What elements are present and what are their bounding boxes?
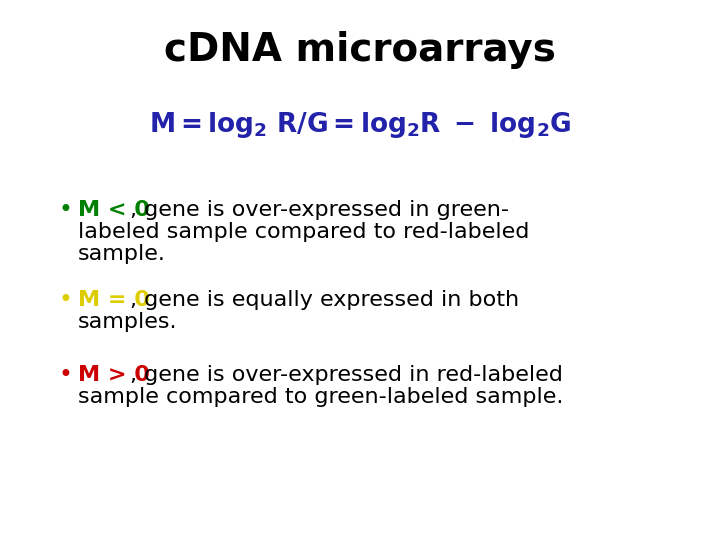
Text: , gene is over-expressed in green-: , gene is over-expressed in green-	[130, 200, 509, 220]
Text: M < 0: M < 0	[78, 200, 150, 220]
Text: samples.: samples.	[78, 312, 178, 332]
Text: •: •	[58, 288, 72, 312]
Text: sample compared to green-labeled sample.: sample compared to green-labeled sample.	[78, 387, 563, 407]
Text: •: •	[58, 363, 72, 387]
Text: $\bf{M = log_2\ R/G = log_2 R\ -\ log_2 G}$: $\bf{M = log_2\ R/G = log_2 R\ -\ log_2 …	[149, 110, 571, 140]
Text: labeled sample compared to red-labeled: labeled sample compared to red-labeled	[78, 222, 529, 242]
Text: M = 0: M = 0	[78, 290, 150, 310]
Text: , gene is over-expressed in red-labeled: , gene is over-expressed in red-labeled	[130, 365, 563, 385]
Text: M > 0: M > 0	[78, 365, 150, 385]
Text: •: •	[58, 198, 72, 222]
Text: , gene is equally expressed in both: , gene is equally expressed in both	[130, 290, 519, 310]
Text: sample.: sample.	[78, 244, 166, 264]
Text: cDNA microarrays: cDNA microarrays	[164, 31, 556, 69]
